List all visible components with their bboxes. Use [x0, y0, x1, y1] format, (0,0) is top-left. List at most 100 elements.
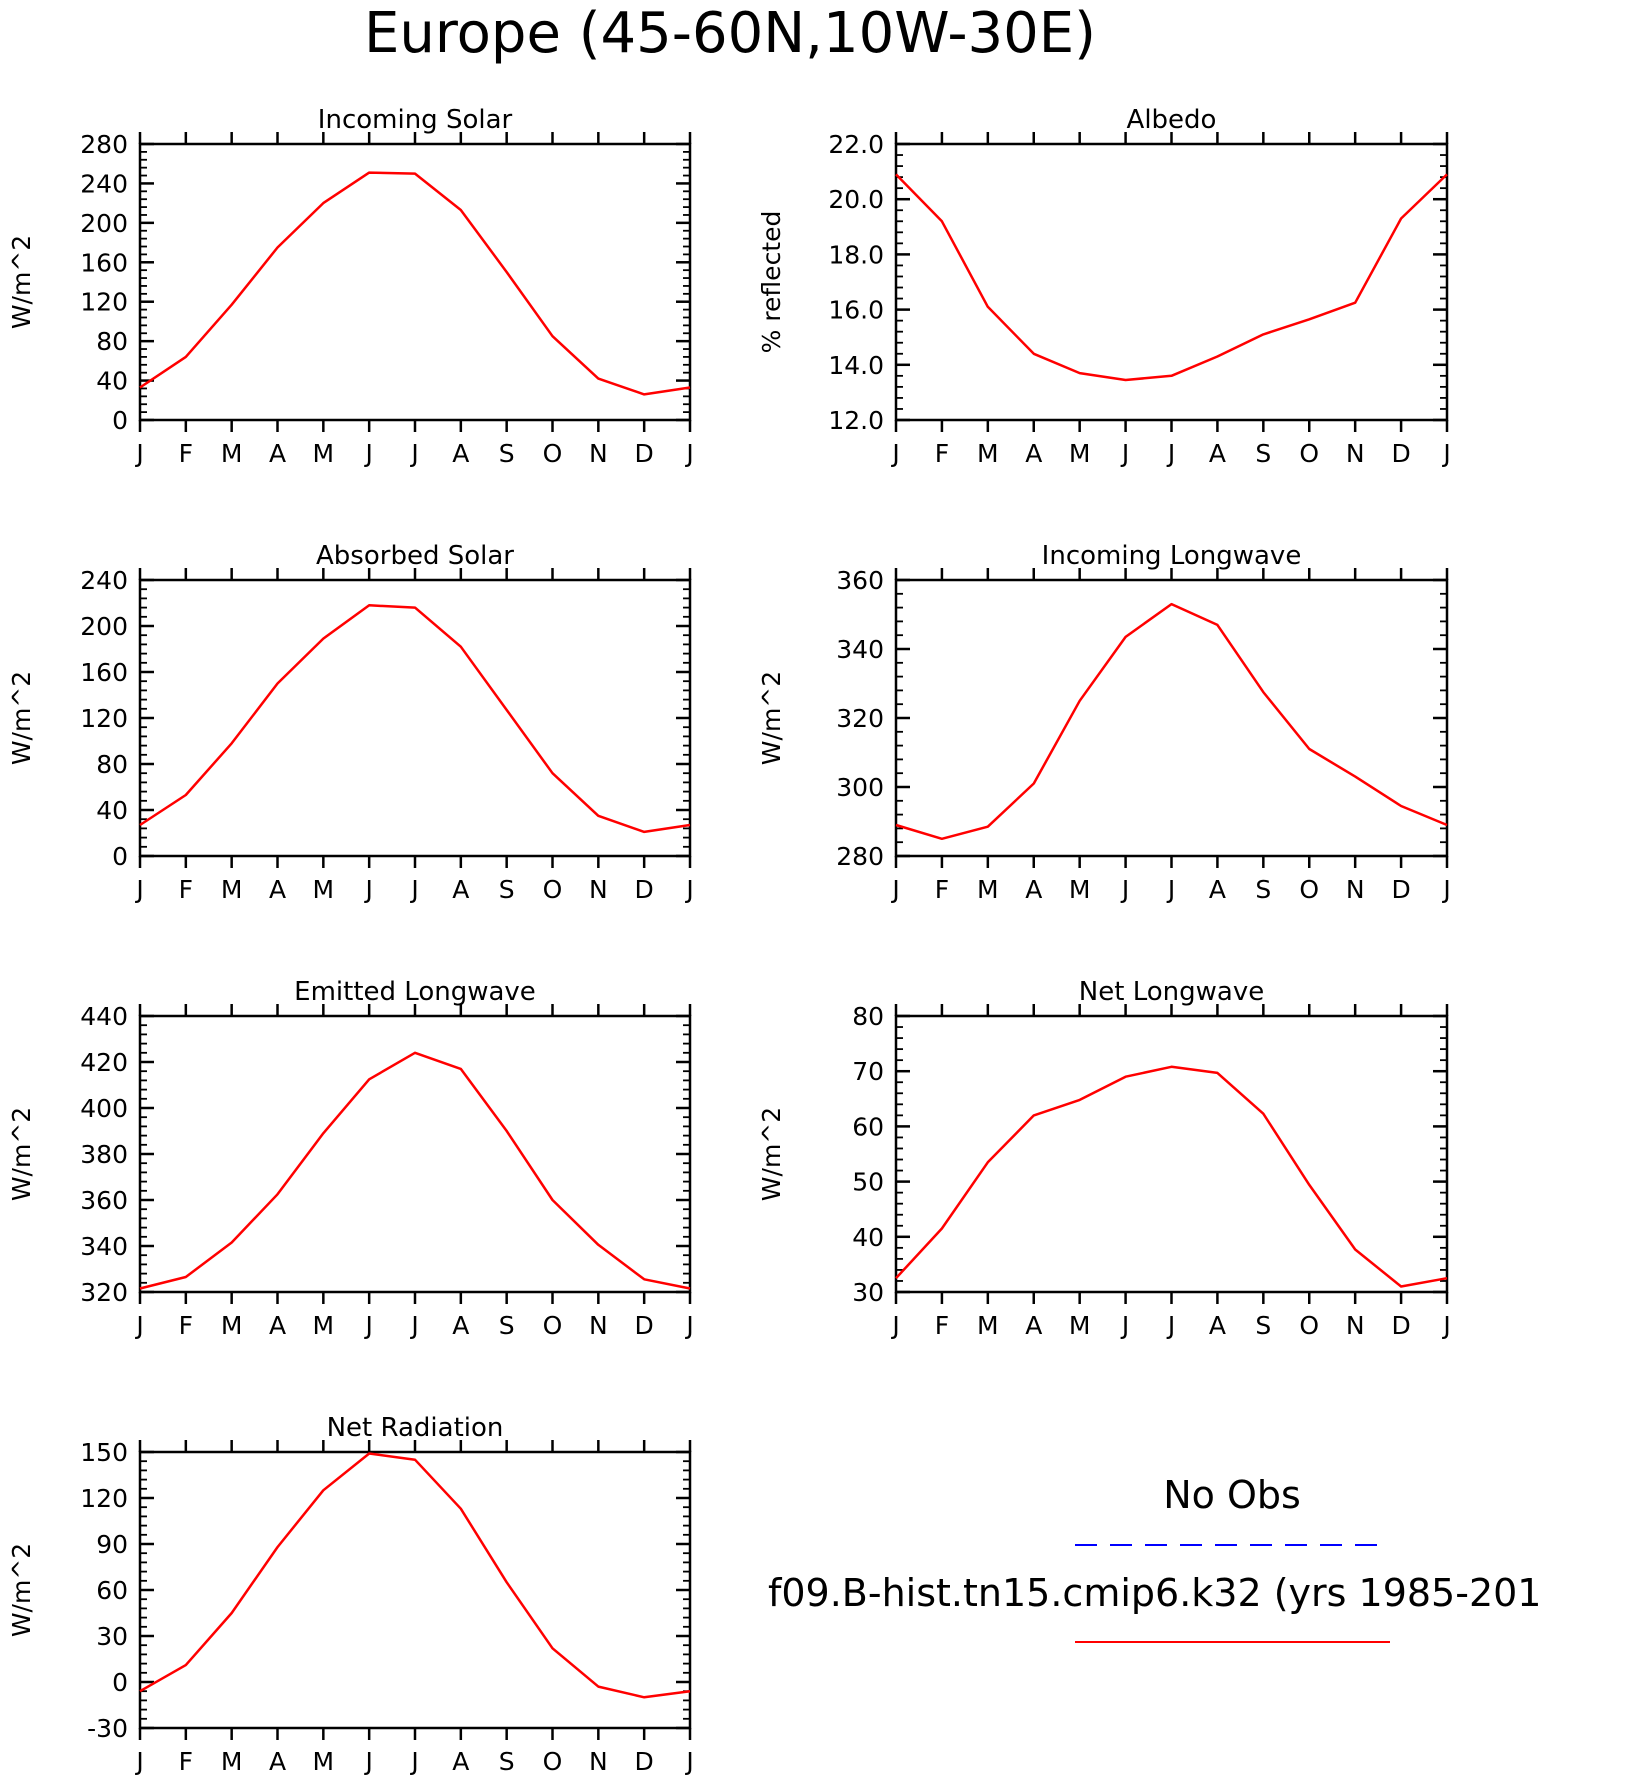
- y-tick-label: 400: [80, 1094, 128, 1123]
- plot-frame: [138, 142, 692, 422]
- x-tick-label: J: [363, 1747, 372, 1776]
- x-tick-label: A: [452, 875, 469, 904]
- y-tick-label: 20.0: [828, 185, 884, 214]
- y-tick-label: 160: [80, 248, 128, 277]
- plot-frame: [138, 578, 692, 858]
- x-tick-label: J: [1441, 875, 1450, 904]
- y-tick-label: 60: [96, 1576, 128, 1605]
- x-tick-label: O: [543, 439, 563, 468]
- y-axis-label: W/m^2: [7, 1107, 36, 1201]
- x-tick-label: J: [684, 1311, 693, 1340]
- panel-title: Emitted Longwave: [294, 977, 536, 1007]
- x-tick-label: J: [363, 1311, 372, 1340]
- x-tick-label: N: [1346, 875, 1365, 904]
- x-tick-label: J: [409, 1311, 418, 1340]
- y-tick-label: 240: [80, 566, 128, 595]
- y-axis-label: W/m^2: [7, 1543, 36, 1637]
- x-tick-label: D: [1391, 1311, 1410, 1340]
- x-tick-label: N: [1346, 1311, 1365, 1340]
- y-tick-label: 240: [80, 169, 128, 198]
- y-tick-label: 360: [80, 1186, 128, 1215]
- y-tick-label: 280: [836, 842, 884, 871]
- y-tick-label: 30: [852, 1278, 884, 1307]
- x-tick-label: J: [1166, 439, 1175, 468]
- y-tick-label: 120: [80, 704, 128, 733]
- x-tick-label: A: [269, 1747, 286, 1776]
- panel-title: Incoming Solar: [318, 105, 513, 135]
- legend-model-label: f09.B-hist.tn15.cmip6.k32 (yrs 1985-201: [768, 1571, 1541, 1615]
- x-tick-label: A: [452, 1747, 469, 1776]
- x-tick-label: M: [1069, 875, 1091, 904]
- y-tick-label: 40: [96, 367, 128, 396]
- x-tick-label: J: [1120, 875, 1129, 904]
- y-tick-label: 30: [96, 1622, 128, 1651]
- x-tick-label: J: [684, 439, 693, 468]
- x-tick-label: M: [1069, 439, 1091, 468]
- x-tick-label: F: [179, 1747, 193, 1776]
- series-line: [895, 602, 1448, 841]
- y-tick-label: 200: [80, 612, 128, 641]
- x-tick-label: N: [589, 1747, 608, 1776]
- y-tick-label: 40: [852, 1223, 884, 1252]
- series-line: [139, 1051, 691, 1290]
- y-tick-label: 120: [80, 288, 128, 317]
- x-tick-label: F: [935, 439, 949, 468]
- x-tick-label: A: [1209, 1311, 1226, 1340]
- x-tick-label: J: [409, 875, 418, 904]
- y-tick-label: 340: [80, 1232, 128, 1261]
- x-tick-label: J: [1120, 439, 1129, 468]
- y-tick-label: 22.0: [828, 130, 884, 159]
- x-tick-label: F: [935, 1311, 949, 1340]
- panel-title: Absorbed Solar: [316, 541, 514, 571]
- x-tick-label: J: [409, 1747, 418, 1776]
- y-tick-label: 320: [836, 704, 884, 733]
- series-line: [139, 1452, 691, 1699]
- x-tick-label: M: [1069, 1311, 1091, 1340]
- y-tick-label: 300: [836, 773, 884, 802]
- y-axis-label: W/m^2: [7, 671, 36, 765]
- x-tick-label: M: [313, 1747, 335, 1776]
- x-tick-label: N: [589, 439, 608, 468]
- y-tick-label: 80: [96, 327, 128, 356]
- y-tick-label: 16.0: [828, 296, 884, 325]
- figure-title: Europe (45-60N,10W-30E): [364, 1, 1096, 66]
- y-tick-label: 360: [836, 566, 884, 595]
- x-tick-label: A: [269, 1311, 286, 1340]
- x-tick-label: O: [1299, 875, 1319, 904]
- x-tick-label: A: [1209, 439, 1226, 468]
- x-tick-label: N: [1346, 439, 1365, 468]
- x-tick-label: J: [684, 875, 693, 904]
- plot-frame: [894, 142, 1449, 422]
- y-axis-label: % reflected: [757, 211, 786, 354]
- y-tick-label: 200: [80, 209, 128, 238]
- x-tick-label: S: [499, 875, 515, 904]
- y-axis-label: W/m^2: [757, 1107, 786, 1201]
- panel-title: Incoming Longwave: [1042, 541, 1302, 571]
- panel-title: Net Radiation: [327, 1413, 504, 1443]
- y-tick-label: 320: [80, 1278, 128, 1307]
- x-tick-label: J: [134, 1747, 143, 1776]
- x-tick-label: N: [589, 1311, 608, 1340]
- x-tick-label: S: [499, 1311, 515, 1340]
- x-tick-label: O: [1299, 439, 1319, 468]
- x-tick-label: M: [977, 439, 999, 468]
- x-tick-label: D: [635, 439, 654, 468]
- legend-obs-label: No Obs: [1163, 1473, 1301, 1517]
- x-tick-label: J: [1441, 439, 1450, 468]
- x-tick-label: M: [221, 439, 243, 468]
- y-tick-label: 80: [96, 750, 128, 779]
- y-tick-label: 440: [80, 1002, 128, 1031]
- x-tick-label: J: [1441, 1311, 1450, 1340]
- y-tick-label: 80: [852, 1002, 884, 1031]
- chart-panel: J F M A M J J A S O N D J04080120160200240280Incomin…: [7, 105, 694, 468]
- x-tick-label: S: [499, 439, 515, 468]
- plot-frame: [138, 1450, 692, 1730]
- x-tick-label: O: [543, 1311, 563, 1340]
- x-tick-label: A: [1025, 875, 1042, 904]
- y-tick-label: 60: [852, 1112, 884, 1141]
- x-tick-label: F: [179, 439, 193, 468]
- x-tick-label: J: [1166, 875, 1175, 904]
